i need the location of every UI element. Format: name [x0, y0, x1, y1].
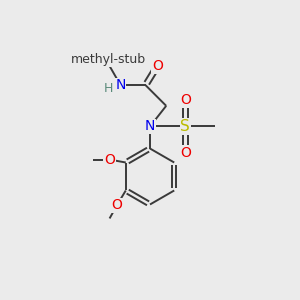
Text: S: S — [181, 119, 190, 134]
Text: O: O — [180, 93, 191, 107]
Text: N: N — [145, 119, 155, 134]
Text: O: O — [152, 59, 163, 73]
Text: O: O — [112, 198, 122, 212]
Text: O: O — [104, 153, 115, 166]
Text: methyl-stub: methyl-stub — [71, 53, 146, 66]
Text: H: H — [103, 82, 113, 95]
Text: O: O — [180, 146, 191, 160]
Text: N: N — [116, 78, 126, 92]
